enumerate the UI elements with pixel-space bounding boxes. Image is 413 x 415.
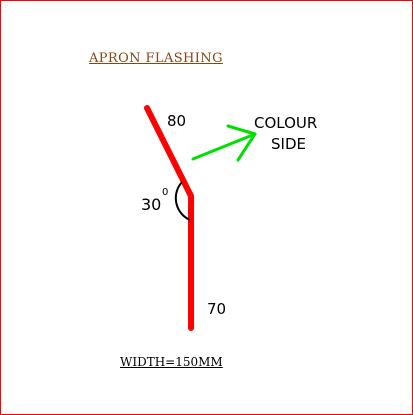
colour-side-arrow-icon <box>191 124 257 162</box>
angle-degree-mark: 0 <box>162 187 169 198</box>
colour-side-label-line2: SIDE <box>271 135 306 153</box>
diagram-title: APRON FLASHING <box>89 51 223 66</box>
bottom-leg-dimension: 70 <box>207 300 227 318</box>
flashing-profile <box>144 105 194 331</box>
top-leg-dimension: 80 <box>167 112 187 130</box>
colour-side-label-line1: COLOUR <box>254 114 318 132</box>
angle-value: 30 <box>141 195 162 214</box>
angle-arc <box>174 181 191 221</box>
width-note: WIDTH=150MM <box>120 355 223 369</box>
